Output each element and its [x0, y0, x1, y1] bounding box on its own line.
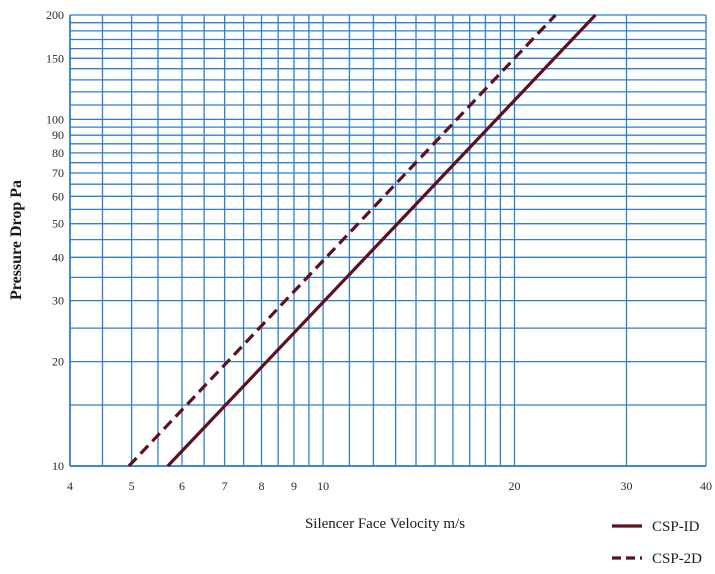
series-line-csp-2d: [127, 13, 557, 468]
series-layer: [127, 13, 597, 468]
x-tick-label: 8: [259, 479, 265, 493]
x-tick-label: 10: [317, 479, 329, 493]
y-tick-label: 50: [52, 217, 64, 231]
x-tick-label: 30: [621, 479, 633, 493]
y-tick-label: 30: [52, 294, 64, 308]
y-tick-label: 100: [46, 112, 64, 126]
x-tick-label: 5: [129, 479, 135, 493]
grid-layer: [69, 14, 707, 467]
y-tick-label: 60: [52, 189, 64, 203]
y-axis-title: Pressure Drop Pa: [8, 180, 25, 300]
x-tick-label: 9: [291, 479, 297, 493]
y-tick-label: 80: [52, 146, 64, 160]
legend-label-csp-id: CSP-ID: [652, 519, 700, 535]
y-tick-label: 10: [52, 459, 64, 473]
legend: CSP-ID CSP-2D: [612, 519, 702, 567]
x-axis-title: Silencer Face Velocity m/s: [305, 516, 465, 532]
x-tick-label: 7: [222, 479, 228, 493]
legend-label-csp-2d: CSP-2D: [652, 551, 702, 567]
x-tick-label: 20: [509, 479, 521, 493]
axis-titles: Silencer Face Velocity m/s Pressure Drop…: [8, 180, 465, 532]
y-tick-label: 90: [52, 128, 64, 142]
x-tick-label: 40: [700, 479, 712, 493]
tick-labels: 4 5 6 7 8 9 10 20 30 40 10 20 30 40 50 60 70 80 90 100 150 20…: [46, 8, 712, 493]
y-tick-label: 200: [46, 8, 64, 22]
x-tick-label: 6: [179, 479, 185, 493]
y-tick-label: 40: [52, 250, 64, 264]
y-tick-label: 70: [52, 166, 64, 180]
series-line-csp-id: [166, 13, 597, 468]
y-tick-label: 20: [52, 355, 64, 369]
y-tick-label: 150: [46, 51, 64, 65]
x-tick-label: 4: [67, 479, 73, 493]
